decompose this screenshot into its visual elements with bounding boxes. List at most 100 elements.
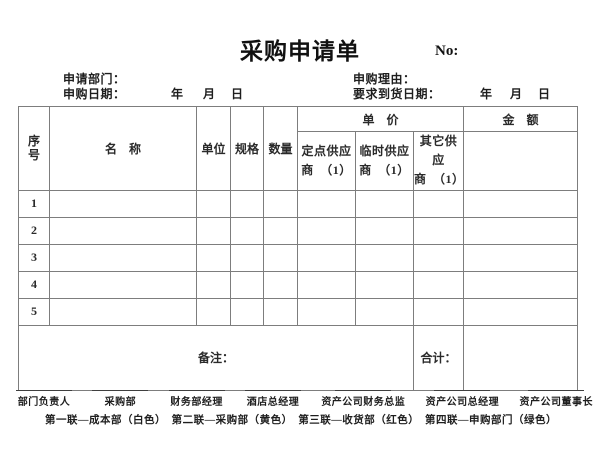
- month-label: 月: [510, 87, 523, 101]
- table-row: 5: [18, 297, 579, 326]
- month-label: 月: [203, 87, 216, 101]
- other-price-cell: [412, 270, 465, 299]
- temp-price-cell: [355, 270, 414, 299]
- day-label: 日: [231, 87, 244, 101]
- fixed-price-cell: [297, 189, 356, 218]
- signature-line: [434, 390, 491, 391]
- signature-line: [335, 390, 392, 391]
- total-amount-cell: [463, 324, 579, 391]
- fixed-price-cell: [297, 243, 356, 272]
- spec-cell: [230, 270, 264, 299]
- signer-label: 资产公司董事长: [519, 397, 593, 408]
- copy-label: 第一联—成本部（白色）: [45, 415, 166, 426]
- unit-cell: [196, 243, 231, 272]
- other-price-cell: [412, 216, 465, 245]
- qty-cell: [263, 270, 298, 299]
- header-spec: 规格: [230, 106, 264, 191]
- row-number: 2: [18, 216, 50, 245]
- signer-label: 财务部经理: [170, 397, 223, 408]
- header-fixed-supplier: 定点供应 商 （1）: [297, 131, 356, 191]
- signature-line: [168, 390, 225, 391]
- row-number: 4: [18, 270, 50, 299]
- header-other-supplier: 其它供应 商 （1）: [412, 131, 465, 191]
- table-row: 1: [18, 189, 579, 218]
- temp-price-cell: [355, 189, 414, 218]
- row-number: 3: [18, 243, 50, 272]
- signature-block: 酒店总经理: [244, 390, 301, 408]
- signer-label: 资产公司财务总监: [321, 397, 406, 408]
- fixed-price-cell: [297, 216, 356, 245]
- signature-line: [244, 390, 301, 391]
- amount-cell: [463, 243, 579, 272]
- header-amount-sub-empty: [463, 131, 579, 191]
- amount-cell: [463, 189, 579, 218]
- apply-dept-label: 申请部门：: [63, 72, 126, 86]
- copy-label: 第四联—申购部门（绿色）: [424, 415, 557, 426]
- header-unit-price: 单 价: [296, 106, 465, 132]
- other-price-cell: [412, 243, 465, 272]
- header-unit: 单位: [196, 106, 231, 191]
- name-cell: [49, 297, 197, 326]
- amount-cell: [463, 297, 579, 326]
- header-name: 名 称: [49, 106, 197, 191]
- year-label: 年: [480, 87, 493, 101]
- signature-block: 财务部经理: [168, 390, 225, 408]
- year-label: 年: [171, 87, 184, 101]
- fixed-price-cell: [297, 270, 356, 299]
- table-row: 2: [18, 216, 579, 245]
- signature-row: 部门负责人 采购部 财务部经理 酒店总经理 资产公司财务总监 资产公司总经理 资…: [16, 390, 593, 408]
- temp-price-cell: [355, 216, 414, 245]
- spec-cell: [230, 216, 264, 245]
- qty-cell: [263, 243, 298, 272]
- form-title: 采购申请单: [240, 38, 360, 64]
- signature-block: 部门负责人: [16, 390, 72, 408]
- unit-cell: [196, 270, 231, 299]
- signature-line: [16, 390, 72, 391]
- signature-block: 资产公司财务总监: [321, 390, 405, 408]
- name-cell: [49, 216, 197, 245]
- row-number: 5: [18, 297, 50, 326]
- day-label: 日: [538, 87, 551, 101]
- fixed-price-cell: [297, 297, 356, 326]
- temp-price-cell: [355, 243, 414, 272]
- signer-label: 酒店总经理: [246, 397, 300, 408]
- signer-label: 资产公司总经理: [425, 397, 500, 408]
- copy-label: 第二联—采购部（黄色）: [171, 415, 293, 426]
- signature-block: 采购部: [92, 390, 149, 408]
- name-cell: [49, 243, 197, 272]
- qty-cell: [263, 216, 298, 245]
- spec-cell: [230, 189, 264, 218]
- unit-cell: [196, 189, 231, 218]
- signature-line: [528, 390, 585, 391]
- header-temp-supplier: 临时供应 商 （1）: [355, 131, 414, 191]
- other-price-cell: [412, 189, 465, 218]
- name-cell: [49, 189, 197, 218]
- signer-label: 部门负责人: [17, 397, 71, 408]
- table-row: 3: [18, 243, 579, 272]
- signature-line: [92, 390, 149, 391]
- qty-cell: [263, 189, 298, 218]
- remark-label-cell: 备注：: [18, 324, 414, 391]
- row-number: 1: [18, 189, 50, 218]
- spec-cell: [230, 243, 264, 272]
- amount-cell: [463, 270, 579, 299]
- purchase-date-label: 申购日期：: [63, 87, 126, 101]
- form-no-label: No:: [435, 43, 459, 59]
- purchase-table: 序 号 名 称 单位 规格 数量 单 价 金 额 定点供应 商 （1） 临时供应…: [18, 106, 579, 391]
- unit-cell: [196, 216, 231, 245]
- copy-label: 第三联—收货部（红色）: [298, 415, 420, 426]
- header-qty: 数量: [263, 106, 298, 191]
- header-seq: 序 号: [18, 106, 50, 191]
- spec-cell: [230, 297, 264, 326]
- signer-label: 采购部: [104, 397, 137, 408]
- table-row: 4: [18, 270, 579, 299]
- reason-label: 申购理由：: [353, 72, 416, 86]
- total-label-cell: 合计：: [412, 324, 465, 391]
- amount-cell: [463, 216, 579, 245]
- qty-cell: [263, 297, 298, 326]
- unit-cell: [196, 297, 231, 326]
- signature-block: 资产公司董事长: [519, 390, 593, 408]
- header-amount: 金 额: [463, 106, 579, 132]
- other-price-cell: [412, 297, 465, 326]
